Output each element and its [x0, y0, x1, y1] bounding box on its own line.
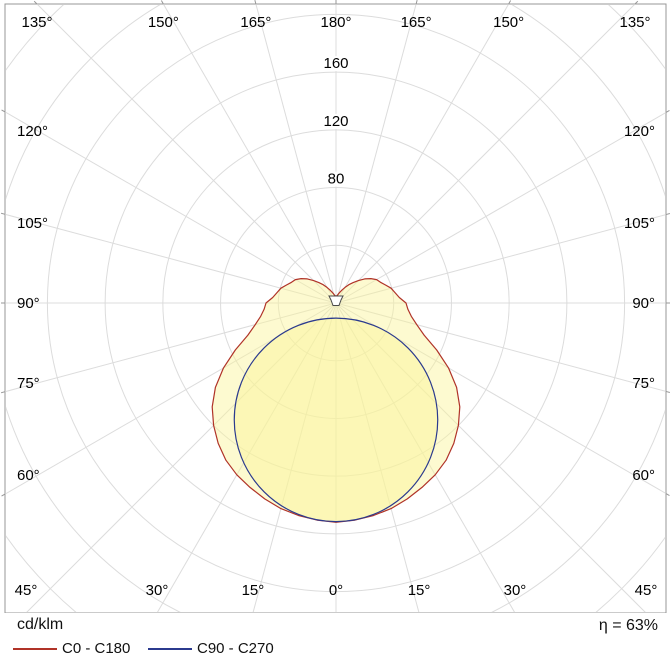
radial-tick-label-160: 160 [320, 55, 352, 72]
grid-ray-60 [335, 302, 665, 494]
angle-label-left-90: 90° [17, 295, 40, 312]
radial-tick-label-120: 120 [320, 113, 352, 130]
grid-ray-120 [335, 112, 665, 304]
grid-ray-225 [37, 5, 337, 304]
polar-plot-canvas: 80 120 160 0° 15° 15° 30° 30° 45° 45° 60° 60° 75° 75°… [1, 0, 670, 617]
grid-ray-30 [335, 302, 515, 612]
angle-label-right-150: 150° [493, 14, 524, 31]
grid-ray-15 [335, 302, 420, 612]
efficiency-value: η = 63% [598, 617, 658, 634]
grid-ray-135 [335, 5, 635, 304]
angle-label-left-30: 30° [146, 582, 169, 599]
grid-ray-195 [255, 5, 337, 304]
angle-label-180: 180° [320, 14, 351, 31]
grid-ray-45 [335, 302, 646, 612]
angle-label-left-150: 150° [148, 14, 179, 31]
radial-tick-label-80: 80 [320, 171, 352, 188]
luminaire-symbol [328, 295, 344, 306]
c90-c270-line-swatch [148, 648, 192, 650]
grid-ray-315 [26, 302, 337, 612]
angle-label-left-165: 165° [240, 14, 271, 31]
angle-label-right-90: 90° [632, 295, 655, 312]
grid-ray-255 [6, 214, 337, 304]
grid-ray-240 [6, 111, 337, 304]
c0-c180-line-swatch [13, 648, 57, 650]
grid-ray-330 [157, 302, 337, 612]
legend-label-c90-c270: C90 - C270 [197, 640, 274, 657]
angle-label-right-75: 75° [632, 375, 655, 392]
angle-label-left-120: 120° [17, 123, 48, 140]
angle-label-0: 0° [329, 582, 343, 599]
grid-ray-285 [6, 302, 337, 392]
angle-label-right-120: 120° [624, 123, 655, 140]
grid-ray-75 [335, 302, 665, 392]
legend: C0 - C180 C90 - C270 [0, 639, 672, 659]
angle-label-left-15: 15° [242, 582, 265, 599]
angle-label-left-135: 135° [21, 14, 52, 31]
curve-c90-c270 [233, 317, 439, 523]
grid-ray-150 [335, 5, 509, 304]
angle-label-right-60: 60° [632, 467, 655, 484]
legend-label-c0-c180: C0 - C180 [62, 640, 131, 657]
angle-label-right-105: 105° [624, 215, 655, 232]
angle-labels: 0° 15° 15° 30° 30° 45° 45° 60° 60° 75° 75° 90° 90° 10… [15, 14, 658, 599]
angle-label-left-45: 45° [15, 582, 38, 599]
grid-ray-300 [6, 302, 337, 495]
angle-label-right-45: 45° [635, 582, 658, 599]
footer-row: cd/klm η = 63% [0, 616, 672, 636]
angle-label-left-60: 60° [17, 467, 40, 484]
angle-label-right-30: 30° [504, 582, 527, 599]
chart-footer: cd/klm η = 63% C0 - C180 C90 - C270 [0, 613, 672, 663]
svg-text:80: 80 [328, 171, 345, 188]
grid-ray-105 [335, 214, 665, 304]
angle-label-left-75: 75° [17, 375, 40, 392]
unit-label: cd/klm [17, 616, 64, 633]
svg-text:160: 160 [323, 55, 348, 72]
angle-label-right-15: 15° [408, 582, 431, 599]
grid-ray-165 [335, 5, 417, 304]
angle-label-left-105: 105° [17, 215, 48, 232]
grid-ray-210 [163, 5, 337, 304]
angle-label-right-135: 135° [619, 14, 650, 31]
grid-ray-345 [252, 302, 337, 612]
angle-label-right-165: 165° [401, 14, 432, 31]
svg-text:120: 120 [323, 113, 348, 130]
